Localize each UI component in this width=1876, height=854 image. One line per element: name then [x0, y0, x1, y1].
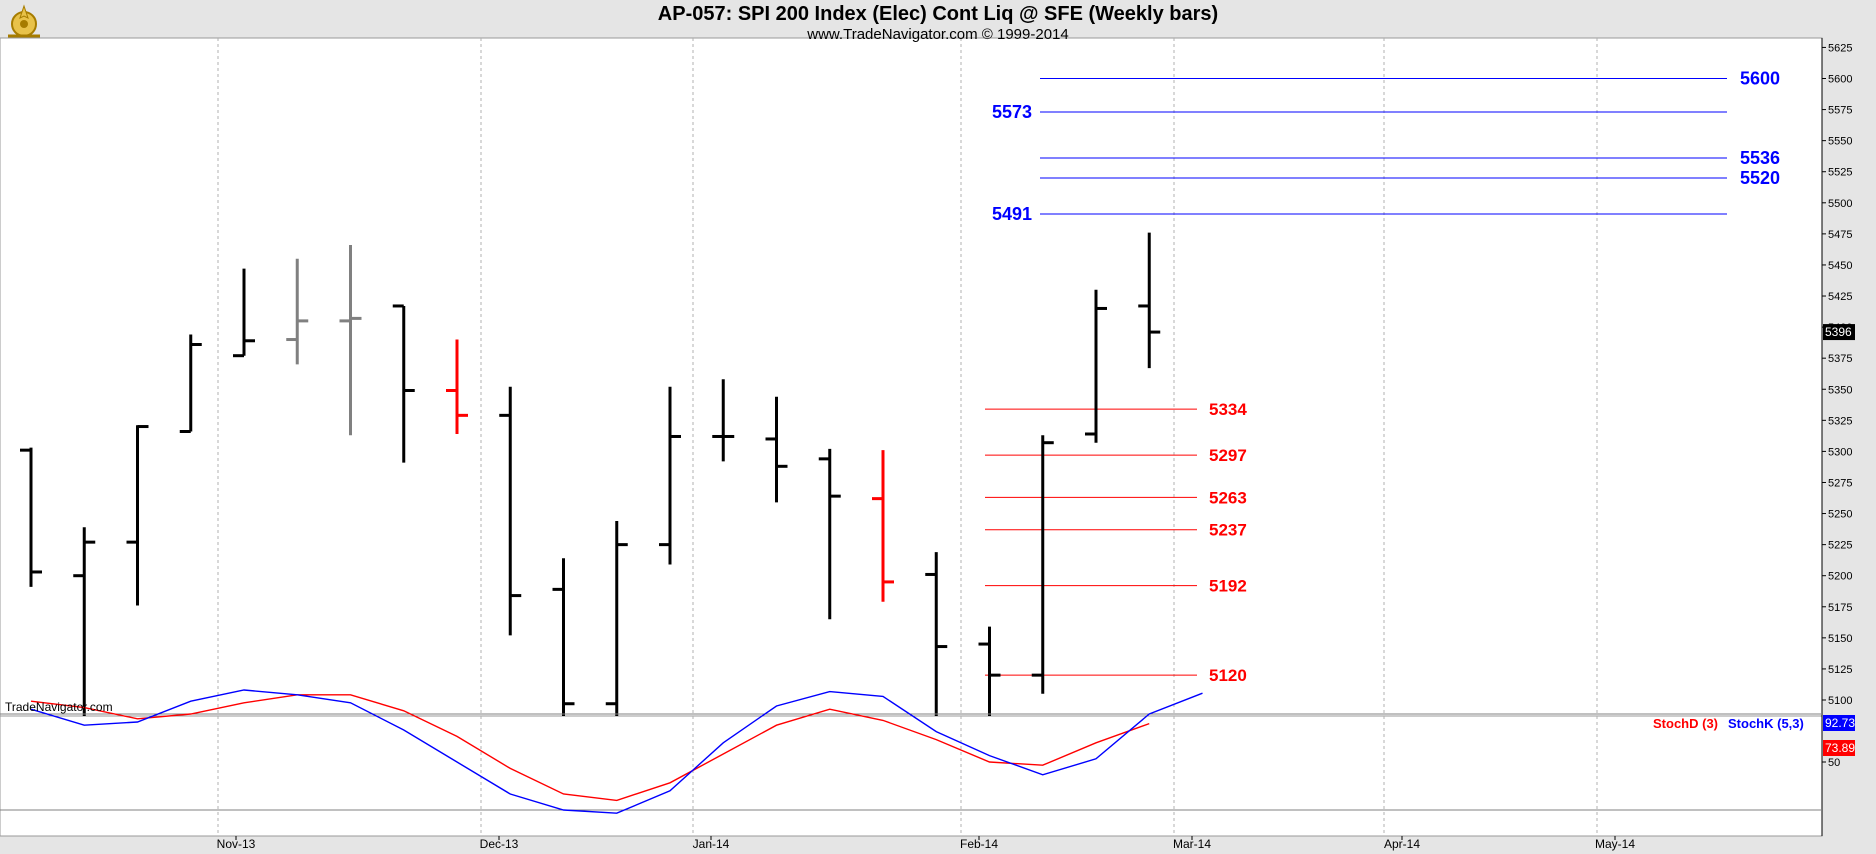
ohlc-bar — [1031, 435, 1054, 694]
ohlc-bar — [925, 552, 948, 716]
ohlc-bar — [552, 558, 575, 716]
ohlc-bar — [499, 386, 522, 636]
ohlc-bar — [765, 396, 788, 503]
x-tick-label: Apr-14 — [1384, 837, 1420, 851]
stoch-k-line — [30, 689, 1203, 814]
stoch-y-tick-label: 50 — [1828, 757, 1840, 769]
resistance-label: 5600 — [1740, 69, 1780, 89]
y-tick-label: 5250 — [1828, 509, 1852, 521]
y-tick-label: 5275 — [1828, 477, 1852, 489]
resistance-label: 5573 — [992, 102, 1032, 122]
ohlc-bar — [872, 450, 894, 602]
y-tick-label: 5100 — [1828, 695, 1852, 707]
ohlc-bar — [712, 379, 735, 462]
y-tick-label: 5300 — [1828, 446, 1852, 458]
price-bars — [20, 232, 1161, 716]
last-price-badge-text: 5396 — [1825, 325, 1852, 339]
stoch-k-label: StochK (5,3) — [1728, 716, 1804, 731]
x-tick-label: Nov-13 — [217, 837, 256, 851]
y-tick-label: 5550 — [1828, 136, 1852, 148]
chart-title: AP-057: SPI 200 Index (Elec) Cont Liq @ … — [657, 3, 1219, 25]
ohlc-bar — [392, 304, 415, 463]
y-tick-label: 5425 — [1828, 291, 1852, 303]
ohlc-bar — [605, 521, 628, 716]
y-tick-label: 5500 — [1828, 198, 1852, 210]
ohlc-bar — [339, 245, 362, 436]
support-label: 5237 — [1209, 521, 1247, 540]
stoch-d-line — [30, 694, 1150, 802]
stoch-d-badge: 73.89 — [1823, 740, 1855, 756]
x-tick-label: Feb-14 — [960, 837, 998, 851]
x-tick-label: Dec-13 — [480, 837, 519, 851]
ohlc-bar — [818, 448, 841, 620]
y-tick-label: 5175 — [1828, 602, 1852, 614]
ohlc-bar — [978, 626, 1001, 716]
ohlc-bar — [1138, 232, 1161, 369]
last-price-badge-bg — [1823, 324, 1855, 341]
y-tick-label: 5200 — [1828, 571, 1852, 583]
ohlc-bar — [126, 425, 149, 606]
stoch-k-badge: 92.73 — [1823, 715, 1855, 731]
support-label: 5120 — [1209, 666, 1247, 685]
compass-gear-icon — [4, 2, 44, 45]
ohlc-bar — [73, 527, 96, 716]
x-tick-label: May-14 — [1595, 837, 1635, 851]
chart-subtitle: www.TradeNavigator.com © 1999-2014 — [807, 26, 1069, 43]
y-tick-label: 5600 — [1828, 74, 1852, 86]
y-tick-label: 5475 — [1828, 229, 1852, 241]
ohlc-bar — [1085, 289, 1107, 443]
y-tick-label: 5575 — [1828, 105, 1852, 117]
ohlc-bar — [659, 386, 681, 565]
y-tick-label: 5325 — [1828, 415, 1852, 427]
resistance-label: 5520 — [1740, 168, 1780, 188]
y-tick-label: 5625 — [1828, 42, 1852, 54]
support-label: 5297 — [1209, 446, 1247, 465]
resistance-label: 5491 — [992, 204, 1032, 224]
y-tick-label: 5525 — [1828, 167, 1852, 179]
price-panel — [0, 37, 1823, 717]
support-label: 5334 — [1209, 400, 1247, 419]
last-price-badge: 5396 — [1823, 324, 1855, 341]
y-tick-label: 5125 — [1828, 664, 1852, 676]
y-tick-label: 5150 — [1828, 633, 1852, 645]
ohlc-bar — [20, 447, 42, 587]
ohlc-bar — [233, 268, 255, 358]
y-tick-label: 5225 — [1828, 540, 1852, 552]
ohlc-bar — [446, 339, 468, 434]
stochastic-panel — [0, 715, 1823, 837]
support-label: 5263 — [1209, 488, 1247, 507]
x-tick-label: Mar-14 — [1173, 837, 1211, 851]
watermark: TradeNavigator.com — [5, 700, 113, 714]
stoch-d-badge-text: 73.89 — [1825, 741, 1855, 755]
stoch-k-badge-text: 92.73 — [1825, 716, 1855, 730]
ohlc-bar — [286, 258, 309, 365]
ohlc-bar — [179, 334, 202, 434]
stochastic-lines — [0, 689, 1822, 814]
time-axis: Nov-13 Dec-13 Jan-14 Feb-14 Mar-14 Apr-14 May-… — [217, 836, 1635, 851]
y-tick-label: 5450 — [1828, 260, 1852, 272]
stoch-d-label: StochD (3) — [1653, 716, 1718, 731]
y-tick-label: 5375 — [1828, 353, 1852, 365]
value-badges: 5396 92.73 73.89 — [1823, 324, 1855, 756]
x-tick-label: Jan-14 — [693, 837, 730, 851]
support-label: 5192 — [1209, 577, 1247, 596]
stoch-k-badge-bg — [1823, 715, 1855, 731]
gridlines — [217, 38, 1598, 836]
y-tick-label: 5350 — [1828, 384, 1852, 396]
resistance-label: 5536 — [1740, 148, 1780, 168]
stoch-d-badge-bg — [1823, 740, 1855, 756]
